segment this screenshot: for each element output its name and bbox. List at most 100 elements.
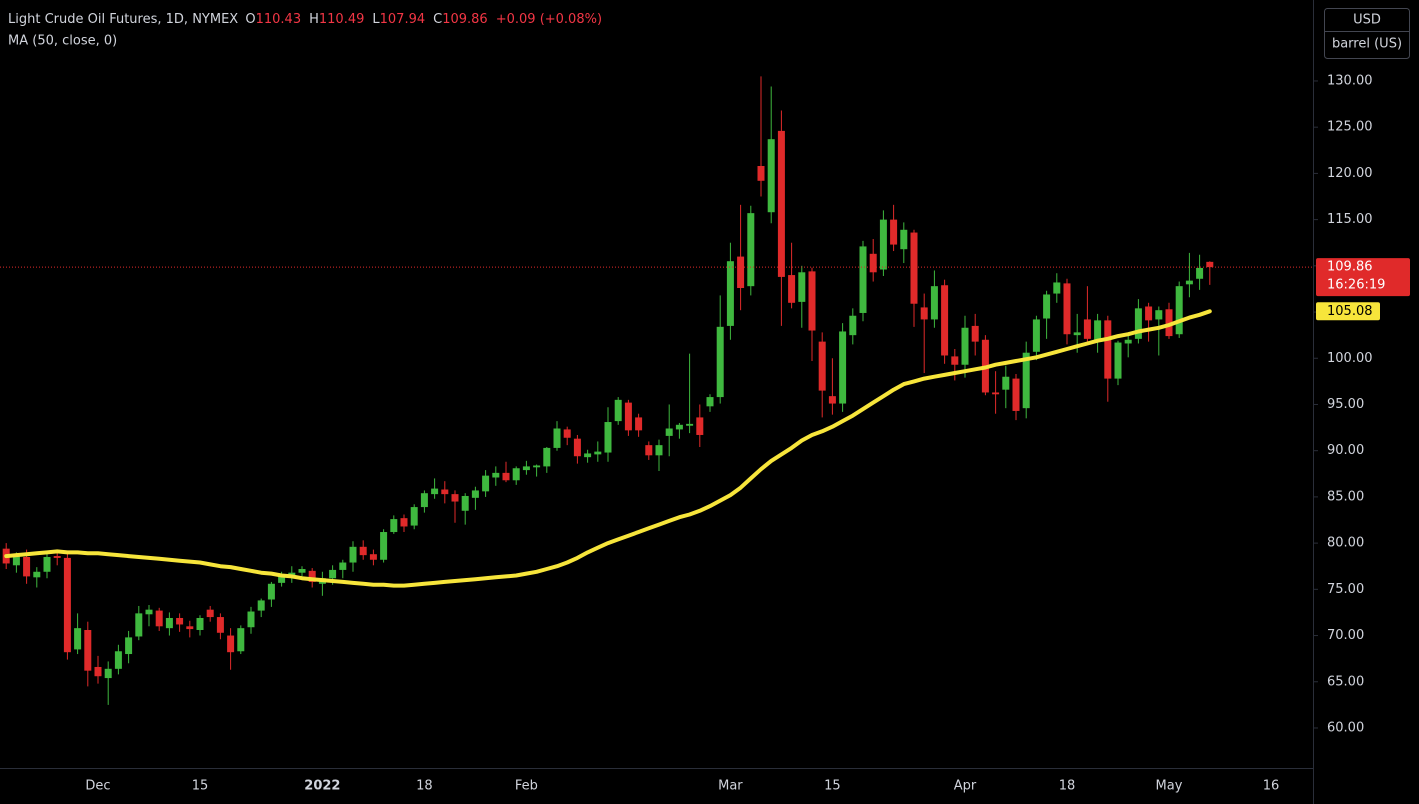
candle-body	[380, 532, 388, 560]
legend-item: L	[372, 12, 380, 27]
candle-body	[839, 331, 847, 404]
candle-body	[573, 438, 581, 457]
candle-body	[471, 490, 479, 498]
unit-box[interactable]	[1324, 8, 1410, 59]
candle-body	[43, 556, 51, 572]
candle-body	[594, 451, 602, 455]
candle-body	[278, 575, 286, 583]
candle-body	[951, 356, 959, 365]
x-tick-label: 18	[1059, 779, 1076, 794]
candle-body	[298, 568, 306, 573]
candle-body	[1022, 352, 1030, 409]
candle-body	[400, 518, 408, 527]
legend-item: O	[245, 12, 255, 27]
legend-item: 109.86	[442, 12, 488, 27]
unit-label[interactable]: barrel (US)	[1332, 37, 1402, 52]
candle-body	[502, 472, 510, 481]
x-tick-label: Feb	[515, 779, 538, 794]
x-tick-label: 18	[416, 779, 433, 794]
candle-body	[604, 422, 612, 453]
candle-body	[369, 554, 377, 560]
currency-label[interactable]: USD	[1353, 13, 1381, 28]
candle-body	[828, 396, 836, 404]
candle-body	[716, 326, 724, 398]
x-tick-label: Apr	[954, 779, 977, 794]
candle-body	[1032, 319, 1040, 352]
candle-body	[1094, 320, 1102, 341]
candle-body	[196, 617, 204, 631]
candle-body	[33, 571, 41, 578]
candle-body	[482, 475, 490, 492]
y-tick-label: 95.00	[1327, 397, 1364, 412]
candle-body	[553, 428, 561, 448]
ma-line	[4, 309, 1212, 588]
y-tick-label: 80.00	[1327, 536, 1364, 551]
candle-body	[125, 637, 133, 655]
candle-body	[930, 286, 938, 320]
candle-body	[84, 630, 92, 671]
candle-body	[1063, 283, 1071, 335]
candle-body	[237, 628, 245, 652]
candle-body	[247, 611, 255, 628]
y-tick-label: 120.00	[1327, 166, 1373, 181]
candle-body	[757, 166, 765, 181]
ma-legend: MA (50, close, 0)	[8, 34, 117, 49]
plot-area	[0, 76, 1313, 705]
legend-item: +0.09 (+0.08%)	[496, 12, 602, 27]
candle-body	[655, 445, 663, 456]
candle-body	[1104, 320, 1112, 379]
y-tick-label: 115.00	[1327, 212, 1373, 227]
candle-body	[390, 519, 398, 533]
y-tick-label: 90.00	[1327, 443, 1364, 458]
candle-body	[1206, 261, 1214, 268]
candle-body	[257, 600, 265, 611]
ma-tag-label: 105.08	[1327, 304, 1373, 319]
y-tick-label: 70.00	[1327, 628, 1364, 643]
candle-body	[1196, 267, 1204, 279]
candle-body	[635, 417, 643, 431]
candle-body	[114, 651, 122, 669]
candle-body	[900, 229, 908, 250]
y-tick-label: 60.00	[1327, 720, 1364, 735]
candle-body	[747, 213, 755, 287]
candle-body	[104, 668, 112, 679]
countdown-label: 16:26:19	[1327, 278, 1385, 293]
candle-body	[1114, 342, 1122, 379]
price-tag-label: 109.86	[1327, 260, 1373, 275]
legend-header: Light Crude Oil Futures, 1D, NYMEX O110.4…	[8, 12, 602, 27]
y-tick-label: 125.00	[1327, 120, 1373, 135]
candle-body	[441, 489, 449, 495]
legend-item: 110.43	[256, 12, 302, 27]
candle-body	[767, 139, 775, 213]
candle-body	[339, 562, 347, 570]
candle-body	[329, 569, 337, 579]
candle-body	[614, 399, 622, 422]
candle-body	[920, 307, 928, 320]
candle-body	[645, 445, 653, 456]
price-tag	[1316, 258, 1410, 297]
candle-body	[53, 556, 61, 558]
candle-body	[308, 570, 316, 582]
candle-body	[410, 507, 418, 526]
x-tick-label: Dec	[85, 779, 110, 794]
candle-body	[675, 424, 683, 430]
legend-item: C	[433, 12, 442, 27]
candle-body	[461, 495, 469, 511]
candle-body	[992, 392, 1000, 395]
candle-body	[788, 275, 796, 303]
candle-body	[869, 253, 877, 273]
candle-body	[165, 617, 173, 629]
legend-item: Light Crude Oil Futures, 1D, NYMEX	[8, 12, 238, 27]
candle-body	[1124, 339, 1132, 344]
candle-body	[23, 556, 31, 577]
candle-body	[1053, 282, 1061, 294]
candle-body	[176, 617, 184, 625]
candle-body	[1083, 319, 1091, 339]
candle-body	[492, 472, 500, 478]
candle-body	[1073, 332, 1081, 336]
candle-body	[686, 423, 694, 426]
candle-body	[1165, 309, 1173, 337]
candle-body	[1155, 310, 1163, 320]
candle-body	[1043, 294, 1051, 319]
